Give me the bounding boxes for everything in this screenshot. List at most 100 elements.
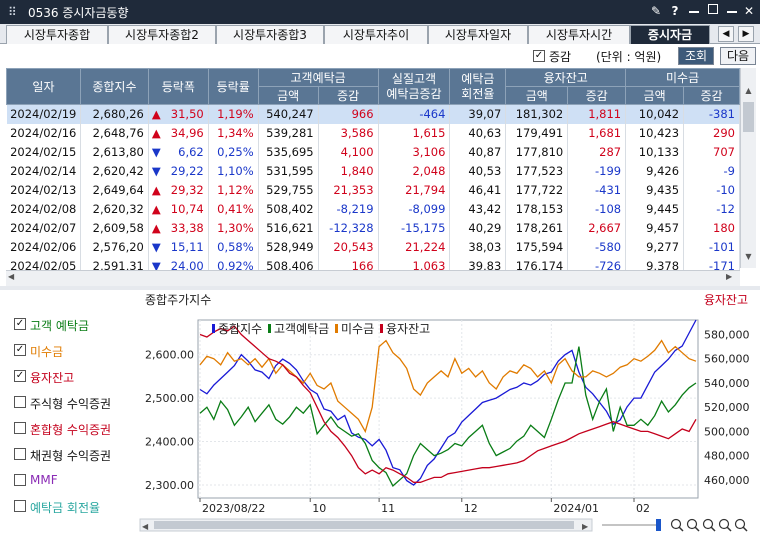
minimize-icon[interactable] bbox=[724, 3, 740, 19]
cell-date: 2024/02/07 bbox=[6, 218, 81, 238]
chart-area: 종합주가지수 융자잔고 2,600.00 2,500.00 2,400.00 2,300.… bbox=[136, 290, 756, 537]
cell-unpaid: 9,277 bbox=[625, 237, 685, 257]
table-row[interactable]: 2024/02/15 2,613,80 ▼ 6,62 0,25% 535,695 4,100… bbox=[6, 142, 740, 162]
table-horizontal-scrollbar[interactable]: ◀ ▶ bbox=[6, 270, 740, 286]
series-checkbox[interactable] bbox=[14, 474, 26, 486]
table-row[interactable]: 2024/02/06 2,576,20 ▼ 15,11 0,58% 528,949 20,5… bbox=[6, 237, 740, 257]
header-change[interactable]: 등락폭 bbox=[147, 68, 209, 105]
series-checkbox[interactable] bbox=[14, 396, 26, 408]
cell-dep-chg: -12,328 bbox=[318, 218, 379, 238]
down-triangle-icon: ▼ bbox=[151, 240, 161, 254]
zoom-fit-icon[interactable] bbox=[702, 518, 714, 530]
tab-market-summary[interactable]: 시장투자종합 bbox=[6, 25, 108, 44]
scroll-thumb[interactable] bbox=[743, 102, 754, 132]
x-tick-label: 02 bbox=[636, 502, 650, 515]
series-checkbox[interactable] bbox=[14, 500, 26, 512]
series-checkbox[interactable]: ✓ bbox=[14, 318, 26, 330]
cell-rate: 1,19% bbox=[208, 104, 259, 124]
minimize-icon[interactable] bbox=[686, 3, 702, 19]
help-icon[interactable]: ? bbox=[671, 4, 679, 18]
header-loan-amount[interactable]: 금액 bbox=[505, 86, 569, 105]
cell-chg: ▲ 10,74 bbox=[148, 199, 209, 219]
x-tick-label: 11 bbox=[381, 502, 395, 515]
down-triangle-icon: ▼ bbox=[151, 259, 161, 273]
plot-area[interactable] bbox=[197, 319, 699, 499]
tab-market-summary-3[interactable]: 시장투자종합3 bbox=[216, 25, 324, 44]
scroll-down-icon[interactable]: ▼ bbox=[745, 252, 752, 261]
cell-value: 29,22 bbox=[170, 164, 204, 178]
cell-unpaid: 9,426 bbox=[625, 161, 685, 181]
cell-index: 2,576,20 bbox=[80, 237, 149, 257]
header-unpaid-amount[interactable]: 금액 bbox=[625, 86, 685, 105]
header-rate[interactable]: 등락률 bbox=[207, 68, 259, 105]
tab-market-daily[interactable]: 시장투자일자 bbox=[428, 25, 528, 44]
header-index[interactable]: 종합지수 bbox=[79, 68, 149, 105]
header-deposit-amount[interactable]: 금액 bbox=[257, 86, 319, 105]
zoom-out-icon[interactable] bbox=[686, 518, 698, 530]
header-turnover[interactable]: 예탁금 회전율 bbox=[449, 68, 507, 105]
header-deposit-change[interactable]: 증감 bbox=[317, 86, 379, 105]
restore-icon[interactable] bbox=[705, 3, 721, 19]
zoom-reset-icon-handle bbox=[726, 526, 732, 532]
tab-market-time[interactable]: 시장투자시간 bbox=[528, 25, 630, 44]
series-checkbox[interactable]: ✓ bbox=[14, 370, 26, 382]
table-row[interactable]: 2024/02/16 2,648,76 ▲ 34,96 1,34% 539,281 3,58… bbox=[6, 123, 740, 143]
scroll-right-icon[interactable]: ▶ bbox=[726, 272, 733, 281]
series-checkbox[interactable]: ✓ bbox=[14, 344, 26, 356]
right-tick-label: 460,000 bbox=[704, 474, 750, 487]
cell-loan: 178,153 bbox=[505, 199, 569, 219]
cell-dep-chg: 21,353 bbox=[318, 180, 379, 200]
cell-dep: 516,621 bbox=[258, 218, 319, 238]
zoom-reset-icon[interactable] bbox=[718, 518, 730, 530]
table-row[interactable]: 2024/02/19 2,680,26 ▲ 31,50 1,19% 540,247 966-… bbox=[6, 104, 740, 124]
series-checkbox[interactable] bbox=[14, 448, 26, 460]
cell-rate: 0,41% bbox=[208, 199, 259, 219]
change-checkbox[interactable]: ✓ bbox=[533, 50, 545, 62]
tab-market-summary-2[interactable]: 시장투자종합2 bbox=[108, 25, 216, 44]
cell-rate: 0,25% bbox=[208, 142, 259, 162]
legend-swatch bbox=[380, 324, 383, 333]
chart-settings-icon[interactable] bbox=[734, 518, 746, 530]
cell-turnover: 40,87 bbox=[449, 142, 507, 162]
cell-loan-chg: 1,681 bbox=[567, 123, 627, 143]
header-date[interactable]: 일자 bbox=[6, 68, 81, 105]
series-line-융자잔고[interactable] bbox=[199, 325, 697, 483]
header-deposit[interactable]: 고객예탁금 bbox=[257, 68, 379, 87]
tab-market-trend[interactable]: 시장투자추이 bbox=[324, 25, 428, 44]
tab-next-icon[interactable]: ▶ bbox=[738, 26, 754, 42]
legend-label: 고객예탁금 bbox=[274, 322, 329, 336]
table-vertical-scrollbar[interactable]: ▲ ▼ bbox=[740, 68, 756, 268]
table-row[interactable]: 2024/02/08 2,620,32 ▲ 10,74 0,41% 508,402 -8,2… bbox=[6, 199, 740, 219]
chart-scroll-thumb[interactable] bbox=[154, 521, 574, 529]
tab-prev-icon[interactable]: ◀ bbox=[718, 26, 734, 42]
scroll-up-icon[interactable]: ▲ bbox=[745, 86, 752, 95]
table-row[interactable]: 2024/02/14 2,620,42 ▼ 29,22 1,10% 531,595 1,84… bbox=[6, 161, 740, 181]
series-line-종합지수[interactable] bbox=[199, 319, 697, 486]
header-loan-change[interactable]: 증감 bbox=[567, 86, 627, 105]
cell-rate: 0,58% bbox=[208, 237, 259, 257]
series-checkbox[interactable] bbox=[14, 422, 26, 434]
tab-stock-funds[interactable]: 증시자금 bbox=[630, 25, 710, 44]
series-line-고객예탁금[interactable] bbox=[199, 346, 697, 487]
cell-dep-chg: 4,100 bbox=[318, 142, 379, 162]
zoom-in-icon[interactable] bbox=[670, 518, 682, 530]
scroll-left-icon[interactable]: ◀ bbox=[8, 272, 15, 281]
series-label: 고객 예탁금 bbox=[30, 319, 90, 333]
left-tick-label: 2,600.00 bbox=[145, 349, 194, 362]
query-button[interactable]: 조회 bbox=[678, 47, 714, 65]
header-real-deposit-change[interactable]: 실질고객 예탁금증감 bbox=[377, 68, 451, 105]
table-row[interactable]: 2024/02/07 2,609,58 ▲ 33,38 1,30% 516,621 -12,… bbox=[6, 218, 740, 238]
zoom-slider-handle[interactable] bbox=[656, 519, 661, 531]
line-chart[interactable]: 종합주가지수 융자잔고2,600.002,500.002,400.002,300.… bbox=[136, 290, 756, 537]
header-loan[interactable]: 융자잔고 bbox=[505, 68, 627, 87]
header-unpaid-change[interactable]: 증감 bbox=[683, 86, 740, 105]
close-icon[interactable]: ✕ bbox=[743, 4, 755, 18]
cell-value: 10,74 bbox=[170, 202, 204, 216]
next-button[interactable]: 다음 bbox=[720, 47, 756, 65]
pin-icon[interactable]: ✎ bbox=[650, 4, 662, 18]
cell-unpaid-chg: -381 bbox=[683, 104, 740, 124]
splitter[interactable] bbox=[0, 286, 760, 290]
cell-dep: 539,281 bbox=[258, 123, 319, 143]
table-row[interactable]: 2024/02/13 2,649,64 ▲ 29,32 1,12% 529,755 21,3… bbox=[6, 180, 740, 200]
header-unpaid[interactable]: 미수금 bbox=[625, 68, 740, 87]
